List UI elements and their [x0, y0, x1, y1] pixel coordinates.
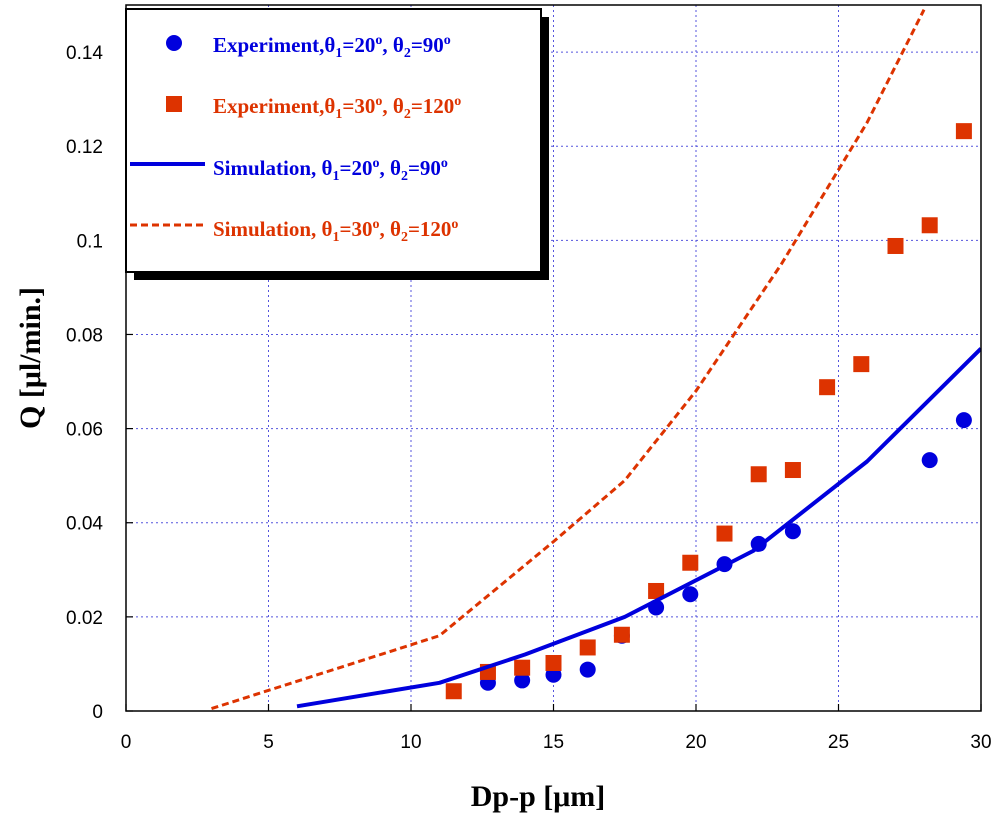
- data-point: [921, 452, 938, 469]
- x-tick-label: 15: [543, 732, 564, 753]
- data-point: [784, 523, 801, 540]
- series-line: [211, 9, 926, 711]
- legend-label-part: o: [451, 217, 458, 232]
- legend-label: Simulation, θ1=30o, θ2=120o: [213, 217, 458, 245]
- legend-label-part: o: [375, 94, 382, 109]
- legend-marker: [166, 35, 182, 51]
- legend-label-part: =90: [408, 156, 441, 180]
- x-tick-label: 10: [400, 732, 421, 753]
- y-tick-label: 0.12: [66, 137, 103, 158]
- legend-label-part: =30: [342, 94, 375, 118]
- legend-item-3: Simulation, θ1=20o, θ2=90o: [130, 156, 448, 184]
- x-tick-label: 25: [828, 732, 849, 753]
- legend-label: Simulation, θ1=20o, θ2=90o: [213, 156, 448, 184]
- data-point: [579, 639, 596, 656]
- legend-label-part: 2: [401, 230, 408, 245]
- legend-label-part: =90: [411, 33, 444, 57]
- x-tick-label: 30: [970, 732, 991, 753]
- legend-label-part: 1: [333, 169, 340, 184]
- legend-label-part: o: [441, 156, 448, 171]
- y-tick-label: 0.1: [77, 231, 103, 252]
- legend-label-part: o: [454, 94, 461, 109]
- legend-label-part: Experiment,: [213, 33, 324, 57]
- y-tick-label: 0.02: [66, 608, 103, 629]
- data-point: [716, 525, 733, 542]
- legend-label-part: o: [444, 33, 451, 48]
- legend-label: Experiment,θ1=30o, θ2=120o: [213, 94, 461, 122]
- legend-label-part: =120: [411, 94, 454, 118]
- legend-label-part: Simulation,: [213, 217, 322, 241]
- y-tick-label: 0: [92, 702, 103, 723]
- data-point: [545, 654, 562, 671]
- series-3: [296, 347, 981, 709]
- legend-item-4: Simulation, θ1=30o, θ2=120o: [130, 217, 458, 245]
- legend-label-part: , θ: [382, 94, 404, 118]
- legend: Experiment,θ1=20o, θ2=90oExperiment,θ1=3…: [125, 8, 549, 280]
- legend-label-part: =30: [340, 217, 373, 241]
- data-point: [784, 462, 801, 479]
- y-axis-title: Q [μl/min.]: [14, 287, 47, 429]
- legend-label-part: , θ: [382, 33, 404, 57]
- legend-label-part: θ: [324, 94, 335, 118]
- legend-label-part: 1: [335, 107, 342, 122]
- plot-series: [211, 9, 981, 711]
- legend-label-part: θ: [324, 33, 335, 57]
- series-4: [211, 9, 926, 711]
- legend-label-part: o: [372, 156, 379, 171]
- legend-label-part: 1: [335, 46, 342, 61]
- legend-marker: [166, 96, 182, 112]
- legend-label-part: 2: [404, 46, 411, 61]
- data-point: [955, 412, 972, 429]
- legend-label-part: =120: [408, 217, 451, 241]
- data-point: [514, 672, 531, 689]
- x-tick-label: 0: [121, 732, 132, 753]
- y-tick-label: 0.06: [66, 420, 103, 441]
- legend-items: Experiment,θ1=20o, θ2=90oExperiment,θ1=3…: [130, 33, 461, 245]
- y-tick-label: 0.14: [66, 43, 103, 64]
- legend-label-part: θ: [322, 217, 333, 241]
- data-point: [750, 466, 767, 483]
- legend-label-part: θ: [322, 156, 333, 180]
- data-point: [853, 356, 870, 373]
- y-tick-label: 0.04: [66, 514, 103, 535]
- data-point: [445, 683, 462, 700]
- legend-label-part: 1: [333, 230, 340, 245]
- y-tick-label: 0.08: [66, 325, 103, 346]
- legend-label-part: Simulation,: [213, 156, 322, 180]
- data-point: [819, 379, 836, 396]
- data-point: [648, 582, 665, 599]
- legend-item-2: Experiment,θ1=30o, θ2=120o: [166, 94, 461, 122]
- data-point: [579, 661, 596, 678]
- x-tick-label: 5: [263, 732, 274, 753]
- data-point: [887, 237, 904, 254]
- legend-label-part: =20: [342, 33, 375, 57]
- legend-label-part: 2: [404, 107, 411, 122]
- series-2: [445, 123, 972, 700]
- legend-item-1: Experiment,θ1=20o, θ2=90o: [166, 33, 451, 61]
- x-tick-label: 20: [685, 732, 706, 753]
- data-point: [682, 554, 699, 571]
- legend-label-part: , θ: [379, 156, 401, 180]
- data-point: [682, 586, 699, 603]
- legend-label-part: o: [372, 217, 379, 232]
- data-point: [921, 217, 938, 234]
- data-point: [514, 659, 531, 676]
- axis-ticks: 0 5 10 15 20 25 30 0 0.02 0.04 0.06 0.08 0.1 0.12 0.14: [66, 43, 992, 753]
- legend-label-part: =20: [340, 156, 373, 180]
- data-point: [955, 123, 972, 140]
- legend-label-part: 2: [401, 169, 408, 184]
- legend-label-part: Experiment,: [213, 94, 324, 118]
- legend-label-part: , θ: [379, 217, 401, 241]
- legend-box: [125, 8, 542, 273]
- series-line: [296, 347, 981, 709]
- data-point: [613, 626, 630, 643]
- x-axis-title: Dp-p [μm]: [471, 780, 606, 813]
- legend-label: Experiment,θ1=20o, θ2=90o: [213, 33, 451, 61]
- legend-label-part: o: [375, 33, 382, 48]
